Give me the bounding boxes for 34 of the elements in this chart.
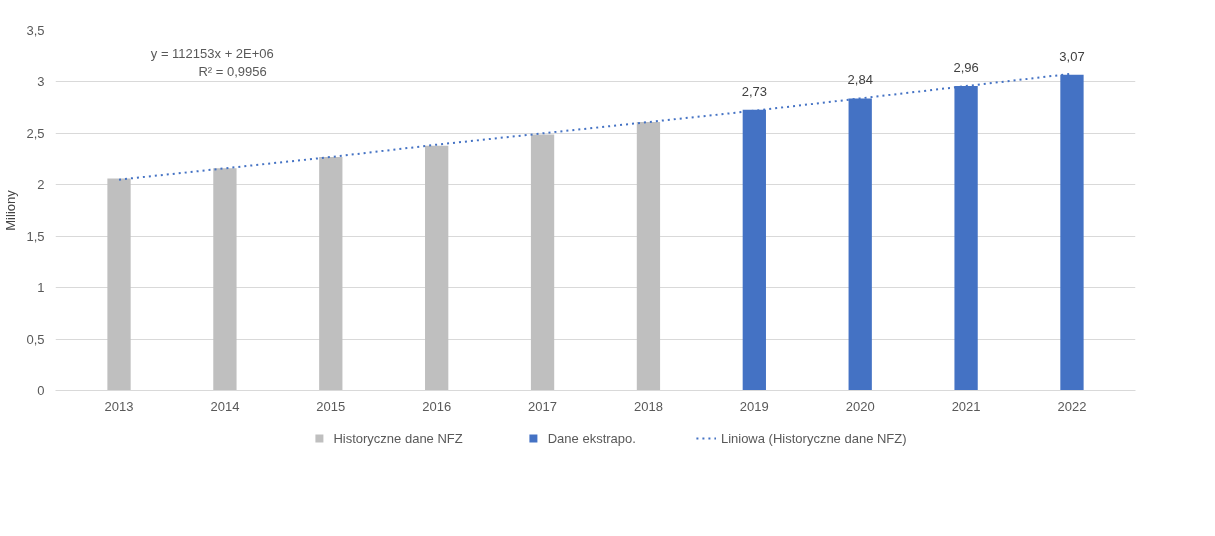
data-label: 2,73 xyxy=(741,83,767,99)
y-axis-title: Miliony xyxy=(3,189,19,231)
y-tick-label: 3,5 xyxy=(26,23,45,38)
x-tick-label: 2017 xyxy=(528,398,558,414)
data-label: 2,96 xyxy=(953,60,979,76)
annotation: y = 112153x + 2E+06 xyxy=(150,46,274,62)
x-tick-label: 2019 xyxy=(739,398,769,414)
y-tick-label: 0 xyxy=(37,383,45,398)
x-tick-label: 2022 xyxy=(1057,398,1087,414)
bar xyxy=(530,134,555,391)
y-tick-label: 0,5 xyxy=(26,331,45,347)
y-tick-label: 1,5 xyxy=(26,228,45,244)
x-tick-label: 2018 xyxy=(633,398,663,414)
x-tick-label: 2021 xyxy=(951,398,981,414)
annotation: R² = 0,9956 xyxy=(198,63,267,79)
bar xyxy=(636,122,661,391)
x-tick-label: 2015 xyxy=(316,398,346,414)
x-tick-label: 2013 xyxy=(104,398,134,414)
legend-label: Historyczne dane NFZ xyxy=(333,430,463,446)
data-label: 2,84 xyxy=(847,72,873,88)
x-tick-label: 2020 xyxy=(845,398,875,414)
data-label: 3,07 xyxy=(1059,48,1085,64)
x-tick-label: 2014 xyxy=(210,398,240,414)
legend-label: Dane ekstrapo. xyxy=(547,430,636,446)
bar xyxy=(107,178,131,391)
y-tick-label: 3 xyxy=(37,74,45,90)
bar xyxy=(425,145,449,391)
bar xyxy=(319,157,343,391)
legend-label: Liniowa (Historyczne dane NFZ) xyxy=(720,430,907,446)
y-tick-label: 1 xyxy=(37,280,45,296)
bar xyxy=(213,168,237,391)
y-tick-label: 2 xyxy=(37,177,45,193)
y-tick-label: 2,5 xyxy=(26,125,45,141)
x-tick-label: 2016 xyxy=(422,398,452,414)
